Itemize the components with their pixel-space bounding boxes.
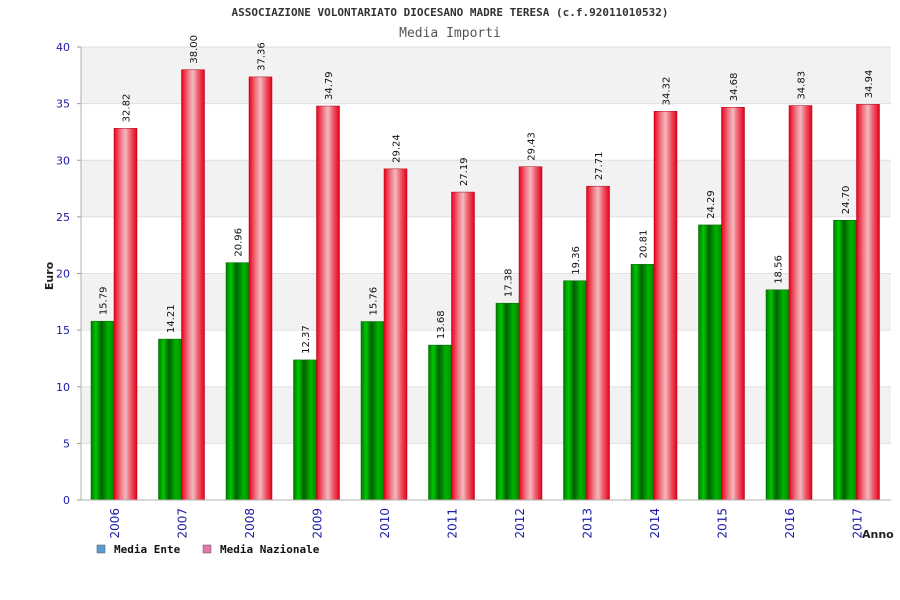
data-label: 15.79 — [99, 287, 110, 316]
x-tick-label: 2013 — [580, 508, 594, 539]
x-tick-label: 2012 — [513, 508, 527, 539]
data-label: 15.76 — [369, 287, 380, 316]
bar-media-nazionale — [383, 168, 408, 501]
data-label: 24.29 — [706, 190, 717, 219]
bar-media-ente — [293, 359, 317, 501]
data-label: 24.70 — [841, 186, 852, 215]
data-label: 27.71 — [594, 152, 605, 181]
y-tick-label: 10 — [56, 381, 70, 394]
legend: Media Ente Media Nazionale — [96, 543, 320, 556]
y-tick-label: 15 — [56, 324, 70, 337]
data-label: 34.94 — [864, 70, 875, 99]
grid-band — [81, 47, 891, 104]
y-tick-label: 40 — [56, 41, 70, 54]
bar-media-ente — [765, 289, 790, 501]
chart-title: ASSOCIAZIONE VOLONTARIATO DIOCESANO MADR… — [231, 6, 668, 19]
y-tick-label: 30 — [56, 154, 70, 167]
bar-media-nazionale — [586, 185, 610, 501]
bar-media-ente — [225, 262, 250, 501]
x-axis-label: Anno — [862, 528, 894, 541]
data-label: 20.81 — [639, 230, 650, 259]
x-tick-label: 2015 — [715, 508, 729, 539]
data-label: 32.82 — [122, 94, 133, 123]
x-tick-label: 2008 — [243, 508, 257, 539]
data-label: 34.79 — [324, 71, 335, 100]
data-label: 19.36 — [571, 246, 582, 275]
grid-band — [81, 160, 891, 217]
legend-swatch — [202, 544, 212, 554]
bar-media-nazionale — [721, 106, 745, 501]
y-tick-label: 5 — [63, 437, 70, 450]
x-tick-label: 2017 — [850, 508, 864, 539]
bar-media-nazionale — [181, 69, 205, 501]
bar-media-nazionale — [113, 128, 138, 501]
data-label: 14.21 — [166, 304, 177, 333]
x-tick-labels: 2006 2007 2008 2009 2010 2011 2012 2013 2014 2015… — [108, 508, 865, 539]
x-tick-label: 2007 — [175, 508, 189, 539]
data-label: 34.83 — [797, 71, 808, 100]
legend-label: Media Ente — [114, 543, 181, 556]
axes — [80, 47, 891, 501]
bar-media-nazionale — [248, 76, 273, 501]
bar-media-ente — [833, 220, 857, 501]
data-label: 18.56 — [774, 255, 785, 284]
data-label: 13.68 — [436, 310, 447, 339]
bar-media-nazionale — [856, 104, 880, 501]
bar-media-nazionale — [788, 105, 813, 501]
y-axis-label: Euro — [43, 261, 56, 290]
data-label: 29.24 — [392, 134, 403, 163]
data-label: 38.00 — [189, 35, 200, 64]
bar-media-nazionale — [316, 105, 340, 501]
bar-media-ente — [630, 264, 655, 501]
legend-swatch — [96, 544, 106, 554]
y-tick-label: 0 — [63, 494, 70, 507]
y-tick-label: 35 — [56, 98, 70, 111]
bar-media-ente — [428, 344, 452, 501]
x-tick-label: 2014 — [648, 508, 662, 539]
gridlines — [77, 46, 891, 501]
data-label: 27.19 — [459, 157, 470, 186]
y-tick-labels: 0 5 10 15 20 25 30 35 40 — [56, 41, 70, 507]
chart-subtitle: Media Importi — [399, 26, 501, 41]
x-tick-label: 2009 — [310, 508, 324, 539]
data-label: 37.36 — [257, 42, 268, 71]
data-label: 34.32 — [662, 77, 673, 106]
x-tick-label: 2016 — [783, 508, 797, 539]
grid-band — [81, 386, 891, 444]
bar-media-nazionale — [451, 191, 475, 501]
grid-band — [81, 273, 891, 331]
bars-group — [90, 69, 880, 501]
bar-media-ente — [563, 280, 587, 501]
bar-media-nazionale — [653, 111, 678, 501]
data-labels-group: 15.79 32.82 14.21 38.00 20.96 37.36 12.37 34.79… — [99, 35, 876, 354]
data-label: 29.43 — [527, 132, 538, 161]
legend-label: Media Nazionale — [220, 543, 320, 556]
y-tick-label: 25 — [56, 211, 70, 224]
bar-media-ente — [495, 302, 520, 501]
data-label: 20.96 — [234, 228, 245, 257]
x-tick-label: 2011 — [445, 508, 459, 539]
data-label: 17.38 — [504, 269, 515, 298]
data-label: 12.37 — [301, 325, 312, 354]
bar-media-ente — [90, 320, 115, 501]
data-label: 34.68 — [729, 73, 740, 102]
x-tick-label: 2006 — [108, 508, 122, 539]
bar-media-ente — [360, 321, 385, 501]
y-tick-label: 20 — [56, 268, 70, 281]
bar-media-ente — [698, 224, 722, 501]
bar-media-ente — [158, 338, 182, 501]
bar-media-nazionale — [518, 166, 543, 501]
x-tick-label: 2010 — [378, 508, 392, 539]
